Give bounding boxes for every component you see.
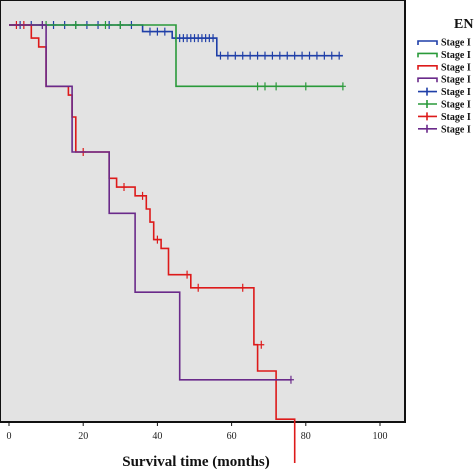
x-tick-label-80: 80: [301, 431, 311, 442]
series-layer: [9, 21, 346, 463]
legend-swatch-4: [418, 87, 437, 96]
legend-swatch-7: [418, 124, 437, 133]
censor-mark-0-12: [154, 27, 161, 36]
x-axis-title: Survival time (months): [122, 454, 270, 470]
legend-label-2: Stage I: [441, 62, 471, 73]
legend-swatch-1: [417, 52, 438, 58]
legend-entry-0: Stage I: [417, 38, 471, 49]
series-group-3: [9, 21, 294, 384]
legend-label-5: Stage I: [441, 100, 471, 111]
legend-label-6: Stage I: [441, 112, 471, 123]
plot-area: [0, 0, 406, 423]
censor-mark-1-5: [261, 82, 268, 91]
legend-entry-7: Stage I: [418, 124, 471, 135]
censor-mark-1-2: [102, 21, 109, 29]
legend-entry-5: Stage I: [418, 100, 471, 111]
legend-label-1: Stage I: [441, 50, 471, 61]
censor-mark-0-37: [306, 51, 313, 60]
legend-label-3: Stage I: [441, 75, 471, 86]
legend-title: EN: [454, 17, 473, 32]
censor-mark-1-7: [302, 82, 309, 91]
series-line-0: [9, 24, 343, 57]
x-tick-label-0: 0: [7, 431, 12, 442]
x-axis: 0 20 40 60 80 100: [7, 422, 388, 442]
legend-label-4: Stage I: [441, 87, 471, 98]
censor-mark-1-4: [254, 82, 261, 91]
censor-mark-0-26: [224, 51, 231, 60]
legend-swatch-2: [417, 65, 438, 70]
legend-entry-4: Stage I: [418, 87, 471, 98]
censor-mark-0-38: [313, 51, 320, 60]
censor-mark-2-3: [121, 183, 128, 192]
censor-mark-1-8: [339, 82, 346, 91]
legend-entry-6: Stage I: [418, 112, 471, 123]
censor-mark-0-27: [232, 51, 239, 60]
censor-mark-0-35: [291, 51, 298, 60]
censor-mark-2-5: [154, 235, 161, 244]
censor-mark-2-8: [239, 283, 246, 292]
legend-entry-2: Stage I: [417, 62, 471, 73]
legend-swatch-3: [417, 77, 438, 83]
censor-mark-3-1: [287, 375, 294, 384]
x-tick-label-100: 100: [373, 431, 388, 442]
legend-entry-1: Stage I: [417, 50, 471, 61]
x-tick-label-40: 40: [152, 431, 162, 442]
censor-mark-2-6: [184, 270, 191, 279]
censor-mark-0-41: [336, 51, 343, 60]
censor-mark-0-33: [276, 51, 283, 60]
censor-mark-2-7: [195, 283, 202, 292]
x-tick-label-20: 20: [78, 431, 88, 442]
censor-mark-0-13: [161, 27, 168, 36]
censor-mark-1-1: [72, 21, 79, 29]
legend-entry-3: Stage I: [417, 75, 471, 86]
censor-mark-0-29: [247, 51, 254, 60]
censor-mark-1-3: [117, 21, 124, 29]
censor-mark-2-9: [258, 340, 265, 349]
legend-label-0: Stage I: [441, 38, 471, 49]
censor-mark-1-6: [273, 82, 280, 91]
censor-mark-0-40: [328, 51, 335, 60]
censor-mark-0-11: [146, 27, 153, 36]
censor-mark-0-25: [217, 51, 224, 60]
legend-label-7: Stage I: [441, 124, 471, 135]
legend-swatch-0: [417, 40, 438, 45]
x-tick-label-60: 60: [227, 431, 237, 442]
series-line-3: [9, 24, 291, 381]
censor-mark-0-28: [239, 51, 246, 60]
censor-mark-0-30: [254, 51, 261, 60]
censor-mark-0-39: [321, 51, 328, 60]
censor-mark-0-31: [261, 51, 268, 60]
censor-mark-0-34: [284, 51, 291, 60]
censor-mark-2-4: [139, 191, 146, 200]
censor-mark-0-32: [269, 51, 276, 60]
legend-swatch-5: [418, 100, 437, 108]
legend-swatch-6: [418, 112, 437, 121]
censor-mark-3-0: [39, 21, 46, 29]
censor-mark-0-24: [210, 34, 217, 43]
censor-mark-0-36: [299, 51, 306, 60]
